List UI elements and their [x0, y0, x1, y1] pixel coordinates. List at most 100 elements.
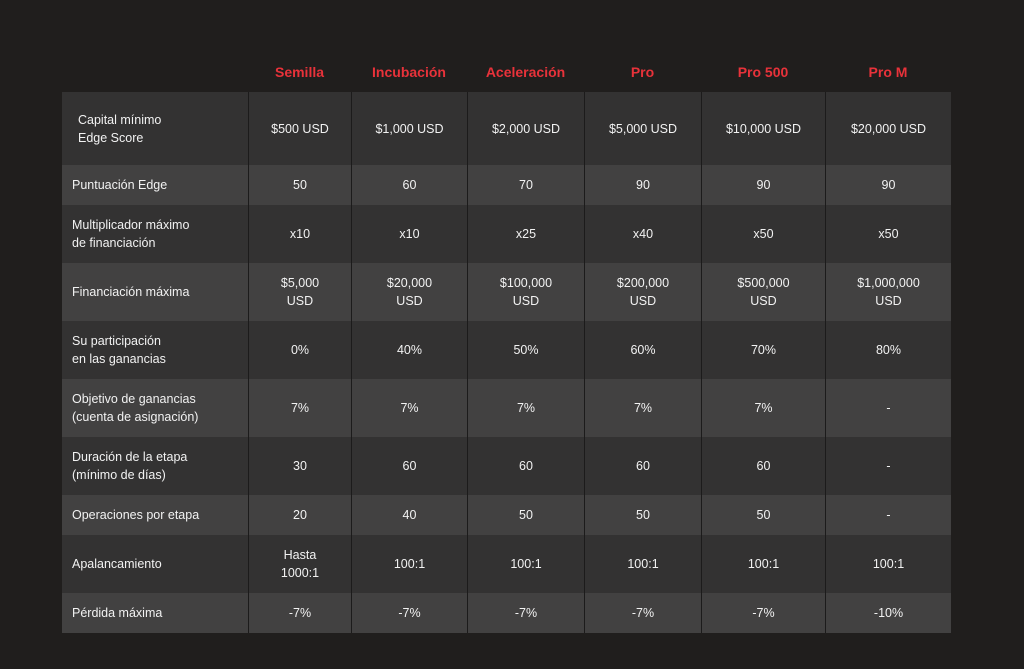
- row-label: Pérdida máxima: [72, 606, 163, 620]
- cell-value: $1,000,000 USD: [857, 276, 920, 308]
- table-cell: 30: [248, 437, 351, 495]
- cell-value: 0%: [290, 343, 310, 357]
- row-label: Financiación máxima: [72, 285, 190, 299]
- table-body: Capital mínimo Edge Score $500 USD $1,000 …: [62, 92, 951, 633]
- table-cell: $10,000 USD: [701, 92, 825, 165]
- table-cell: 60: [467, 437, 584, 495]
- table-cell: 0%: [248, 321, 351, 379]
- table-cell: 7%: [467, 379, 584, 437]
- cell-value: $200,000 USD: [616, 276, 670, 308]
- cell-value: 100:1: [393, 557, 426, 571]
- cell-value: 7%: [400, 401, 419, 415]
- plans-comparison-table-wrapper: Semilla Incubación Aceleración Pro Pro 5…: [62, 52, 951, 633]
- cell-value: x50: [878, 227, 899, 241]
- table-cell: 50: [701, 495, 825, 535]
- cell-value: 60: [636, 459, 650, 473]
- cell-value: 20: [293, 508, 307, 522]
- row-financiacion-maxima: Financiación máxima $5,000 USD $20,000 USD…: [62, 263, 951, 321]
- cell-value: 60%: [630, 343, 656, 357]
- table-cell: 50: [584, 495, 701, 535]
- table-cell: x10: [248, 205, 351, 263]
- row-perdida-maxima: Pérdida máxima -7% -7% -7% -7% -7% -10%: [62, 593, 951, 633]
- row-participacion: Su participación en las ganancias 0% 40% 50…: [62, 321, 951, 379]
- row-label: Puntuación Edge: [72, 178, 168, 192]
- table-cell: $5,000 USD: [584, 92, 701, 165]
- cell-value: 40%: [396, 343, 423, 357]
- cell-value: 40: [402, 508, 417, 522]
- cell-value: -7%: [752, 606, 775, 620]
- cell-value: 70%: [750, 343, 777, 357]
- cell-value: x10: [289, 227, 311, 241]
- row-label-cell: Apalancamiento: [62, 535, 248, 593]
- cell-value: 50: [636, 508, 650, 522]
- column-header-semilla: Semilla: [274, 64, 325, 80]
- table-cell: 7%: [351, 379, 467, 437]
- table-cell: 90: [584, 165, 701, 205]
- table-cell: 40: [351, 495, 467, 535]
- table-cell: $5,000 USD: [248, 263, 351, 321]
- table-cell: $1,000,000 USD: [825, 263, 951, 321]
- cell-value: 60: [756, 459, 771, 473]
- table-cell: 60: [351, 165, 467, 205]
- cell-value: 50%: [513, 343, 539, 357]
- row-label-cell: Operaciones por etapa: [62, 495, 248, 535]
- column-header-pro-m: Pro M: [868, 64, 908, 80]
- table-cell: -7%: [584, 593, 701, 633]
- table-cell: 20: [248, 495, 351, 535]
- table-cell: $20,000 USD: [351, 263, 467, 321]
- row-operaciones: Operaciones por etapa 20 40 50 50 50 -: [62, 495, 951, 535]
- table-cell: 60: [701, 437, 825, 495]
- row-label-cell: Su participación en las ganancias: [62, 321, 248, 379]
- table-cell: -7%: [351, 593, 467, 633]
- row-label-cell: Financiación máxima: [62, 263, 248, 321]
- cell-value: $500,000 USD: [737, 276, 790, 308]
- cell-value: x10: [399, 227, 420, 241]
- cell-value: -: [886, 508, 891, 522]
- cell-value: 60: [519, 459, 533, 473]
- table-cell: 70: [467, 165, 584, 205]
- cell-value: 50: [519, 508, 533, 522]
- cell-value: $5,000 USD: [608, 121, 678, 136]
- table-cell: 100:1: [467, 535, 584, 593]
- table-cell: -: [825, 379, 951, 437]
- cell-value: 90: [636, 178, 650, 192]
- table-cell: x40: [584, 205, 701, 263]
- cell-value: 100:1: [872, 557, 905, 571]
- table-cell: 70%: [701, 321, 825, 379]
- table-cell: 80%: [825, 321, 951, 379]
- table-cell: 60: [584, 437, 701, 495]
- table-cell: 100:1: [351, 535, 467, 593]
- row-label-cell: Puntuación Edge: [62, 165, 248, 205]
- cell-value: 90: [881, 178, 896, 192]
- table-cell: 50: [248, 165, 351, 205]
- row-label: Operaciones por etapa: [72, 508, 200, 522]
- cell-value: -: [886, 401, 891, 415]
- cell-value: $5,000 USD: [280, 276, 320, 308]
- table-cell: $2,000 USD: [467, 92, 584, 165]
- cell-value: x50: [753, 227, 774, 241]
- table-cell: 90: [701, 165, 825, 205]
- row-label: Su participación en las ganancias: [72, 334, 166, 366]
- cell-value: $20,000 USD: [386, 276, 433, 308]
- cell-value: 60: [402, 178, 417, 192]
- cell-value: 7%: [754, 401, 773, 415]
- cell-value: -7%: [514, 606, 538, 620]
- table-cell: -: [825, 495, 951, 535]
- cell-value: 80%: [875, 343, 902, 357]
- row-puntuacion-edge: Puntuación Edge 50 60 70 90 90 90: [62, 165, 951, 205]
- table-cell: x25: [467, 205, 584, 263]
- cell-value: 60: [402, 459, 417, 473]
- cell-value: 7%: [516, 401, 536, 415]
- column-header-aceleracion: Aceleración: [485, 64, 566, 80]
- row-label: Objetivo de ganancias (cuenta de asignac…: [72, 392, 199, 424]
- table-cell: x50: [825, 205, 951, 263]
- table-cell: 100:1: [584, 535, 701, 593]
- row-label-cell: Objetivo de ganancias (cuenta de asignac…: [62, 379, 248, 437]
- row-multiplicador: Multiplicador máximo de financiación x10 x…: [62, 205, 951, 263]
- row-duracion-etapa: Duración de la etapa (mínimo de días) 30 6…: [62, 437, 951, 495]
- table-cell: $100,000 USD: [467, 263, 584, 321]
- table-cell: 7%: [248, 379, 351, 437]
- column-header-pro-500: Pro 500: [737, 64, 789, 80]
- table-cell: 7%: [584, 379, 701, 437]
- table-cell: $20,000 USD: [825, 92, 951, 165]
